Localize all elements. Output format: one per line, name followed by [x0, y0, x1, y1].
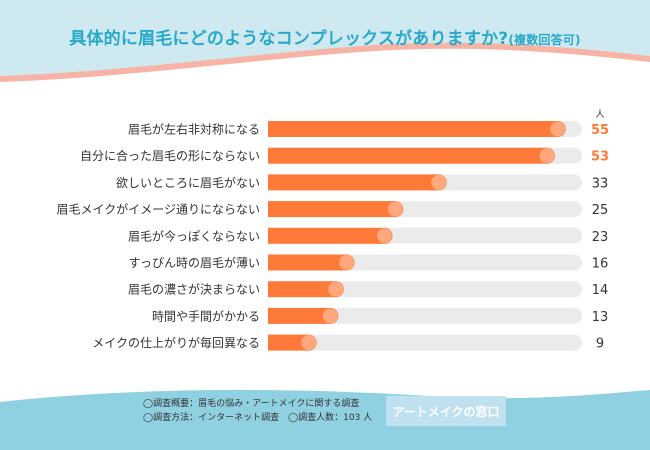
- survey-note-overview: ◯調査概要：眉毛の悩み・アートメイクに関する調査: [143, 399, 360, 409]
- value-label: 16: [592, 257, 609, 272]
- bar: [268, 254, 347, 271]
- header-banner: 具体的に眉毛にどのようなコンプレックスがありますか?(複数回答可): [0, 0, 650, 90]
- value-label: 25: [592, 203, 609, 218]
- bar-end-cap: [338, 254, 355, 271]
- bar-end-highlight: [431, 174, 447, 190]
- bar-end-cap: [430, 174, 447, 191]
- category-label: メイクの仕上がりが毎回異なる: [92, 335, 260, 350]
- value-label: 33: [592, 176, 609, 191]
- value-label: 55: [591, 123, 609, 138]
- survey-notes: ◯調査概要：眉毛の悩み・アートメイクに関する調査 ◯調査方法：インターネット調査…: [143, 397, 372, 425]
- category-label: 自分に合った眉毛の形にならない: [80, 148, 260, 163]
- category-label: 眉毛が左右非対称になる: [128, 122, 260, 137]
- value-label: 14: [592, 283, 609, 298]
- survey-note-method: ◯調査方法：インターネット調査 ◯調査人数：103 人: [143, 413, 373, 423]
- bar-end-cap: [300, 334, 317, 351]
- bar: [268, 147, 547, 164]
- bar-end-cap: [549, 121, 566, 137]
- bar-end-cap: [376, 227, 393, 244]
- bar-track: [268, 281, 582, 298]
- bar: [268, 334, 309, 351]
- category-label: 眉毛が今っぽくならない: [128, 228, 260, 243]
- category-label: 欲しいところに眉毛がない: [116, 175, 260, 190]
- bar: [268, 201, 396, 218]
- bar: [268, 307, 331, 324]
- bar-end-highlight: [301, 335, 317, 351]
- bar-end-highlight: [322, 308, 338, 324]
- category-label: すっぴん時の眉毛が薄い: [128, 255, 260, 270]
- bar-end-highlight: [539, 148, 555, 164]
- title-main: 具体的に眉毛にどのようなコンプレックスがありますか?: [69, 29, 509, 49]
- bar-end-highlight: [339, 255, 355, 270]
- category-label: 眉毛の濃さが決まらない: [128, 282, 260, 297]
- value-label: 53: [591, 150, 609, 165]
- chart-title: 具体的に眉毛にどのようなコンプレックスがありますか?(複数回答可): [0, 24, 650, 49]
- unit-label: 人: [595, 109, 604, 120]
- value-label: 23: [592, 230, 609, 245]
- title-sub: (複数回答可): [508, 33, 581, 47]
- bar: [268, 174, 439, 191]
- brand-logo: アートメイクの窓口: [386, 396, 506, 426]
- value-label: 13: [592, 310, 609, 325]
- bar: [268, 227, 385, 244]
- category-label: 時間や手間がかかる: [152, 308, 260, 323]
- header-wave: [0, 0, 650, 82]
- bar-end-highlight: [387, 201, 403, 217]
- category-label: 眉毛メイクがイメージ通りにならない: [56, 202, 260, 217]
- bar-end-cap: [538, 147, 555, 164]
- bar: [268, 121, 558, 137]
- bar-end-highlight: [377, 228, 393, 244]
- bar-track: [268, 307, 582, 324]
- bar-track: [268, 334, 582, 351]
- bar-end-highlight: [550, 121, 566, 137]
- bar-end-cap: [322, 307, 339, 324]
- bar-end-highlight: [328, 281, 344, 297]
- bar-end-cap: [387, 201, 404, 218]
- bar: [268, 281, 336, 298]
- bar-end-cap: [327, 281, 344, 298]
- value-label: 9: [596, 337, 604, 352]
